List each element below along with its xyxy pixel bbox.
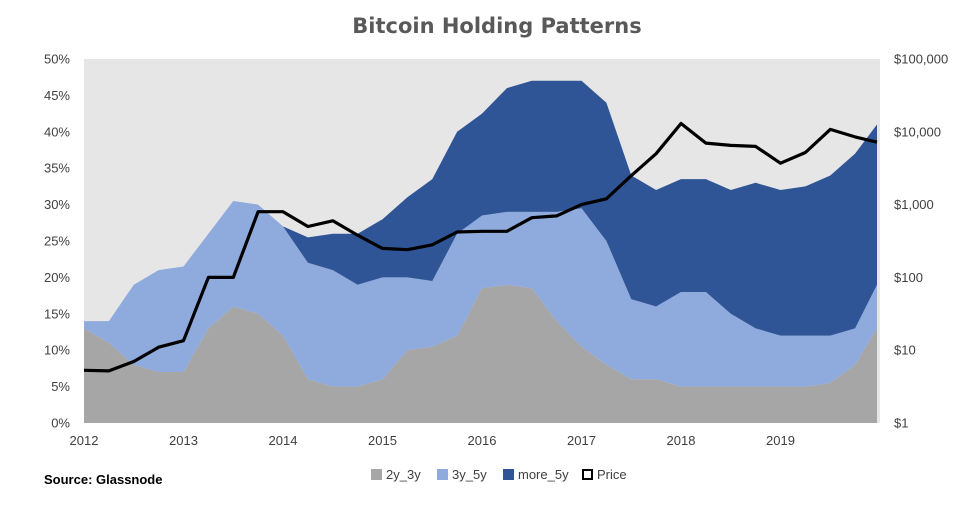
series-area-3y-5y — [84, 201, 877, 387]
legend-swatch-more-5y — [503, 469, 514, 480]
series-area-more-5y — [84, 80, 877, 336]
right-tick-label: $1 — [894, 416, 908, 431]
x-tick-label: 2013 — [169, 433, 198, 448]
right-tick-label: $100,000 — [894, 52, 948, 67]
right-tick-label: $100 — [894, 270, 923, 285]
left-axis: 0% 5% 10% 15% 20% 25% 30% 35% 40% 45% 50% — [44, 52, 70, 431]
left-tick-label: 40% — [44, 124, 70, 139]
series-line-price — [83, 121, 878, 373]
x-tick-label: 2016 — [468, 433, 497, 448]
left-tick-label: 30% — [44, 197, 70, 212]
left-tick-label: 5% — [51, 379, 70, 394]
left-tick-label: 25% — [44, 234, 70, 249]
legend-label-3y-5y: 3y_5y — [452, 467, 487, 482]
legend-label-more-5y: more_5y — [518, 467, 569, 482]
right-axis: $1 $10 $100 $1,000 $10,000 $100,000 — [894, 52, 948, 431]
x-axis: 2012 2013 2014 2015 2016 2017 2018 2019 — [70, 433, 795, 448]
left-tick-label: 10% — [44, 343, 70, 358]
left-tick-label: 45% — [44, 88, 70, 103]
left-tick-label: 20% — [44, 270, 70, 285]
legend-swatch-price — [582, 469, 593, 480]
x-tick-label: 2015 — [368, 433, 397, 448]
x-tick-label: 2014 — [269, 433, 298, 448]
left-tick-label: 35% — [44, 161, 70, 176]
legend: 2y_3y 3y_5y more_5y Price — [371, 467, 627, 482]
chart-title: Bitcoin Holding Patterns — [352, 14, 641, 38]
x-tick-label: 2012 — [70, 433, 99, 448]
left-tick-label: 15% — [44, 306, 70, 321]
legend-swatch-3y-5y — [437, 469, 448, 480]
x-tick-label: 2018 — [667, 433, 696, 448]
right-tick-label: $10 — [894, 343, 916, 358]
area-layers — [84, 80, 877, 423]
source-note: Source: Glassnode — [44, 472, 163, 487]
legend-label-price: Price — [597, 467, 627, 482]
right-tick-label: $1,000 — [894, 197, 934, 212]
x-tick-label: 2017 — [567, 433, 596, 448]
legend-swatch-2y-3y — [371, 469, 382, 480]
left-tick-label: 0% — [51, 416, 70, 431]
left-tick-label: 50% — [44, 52, 70, 67]
legend-label-2y-3y: 2y_3y — [386, 467, 421, 482]
x-tick-label: 2019 — [766, 433, 795, 448]
series-area-2y-3y — [84, 284, 877, 423]
right-tick-label: $10,000 — [894, 124, 941, 139]
